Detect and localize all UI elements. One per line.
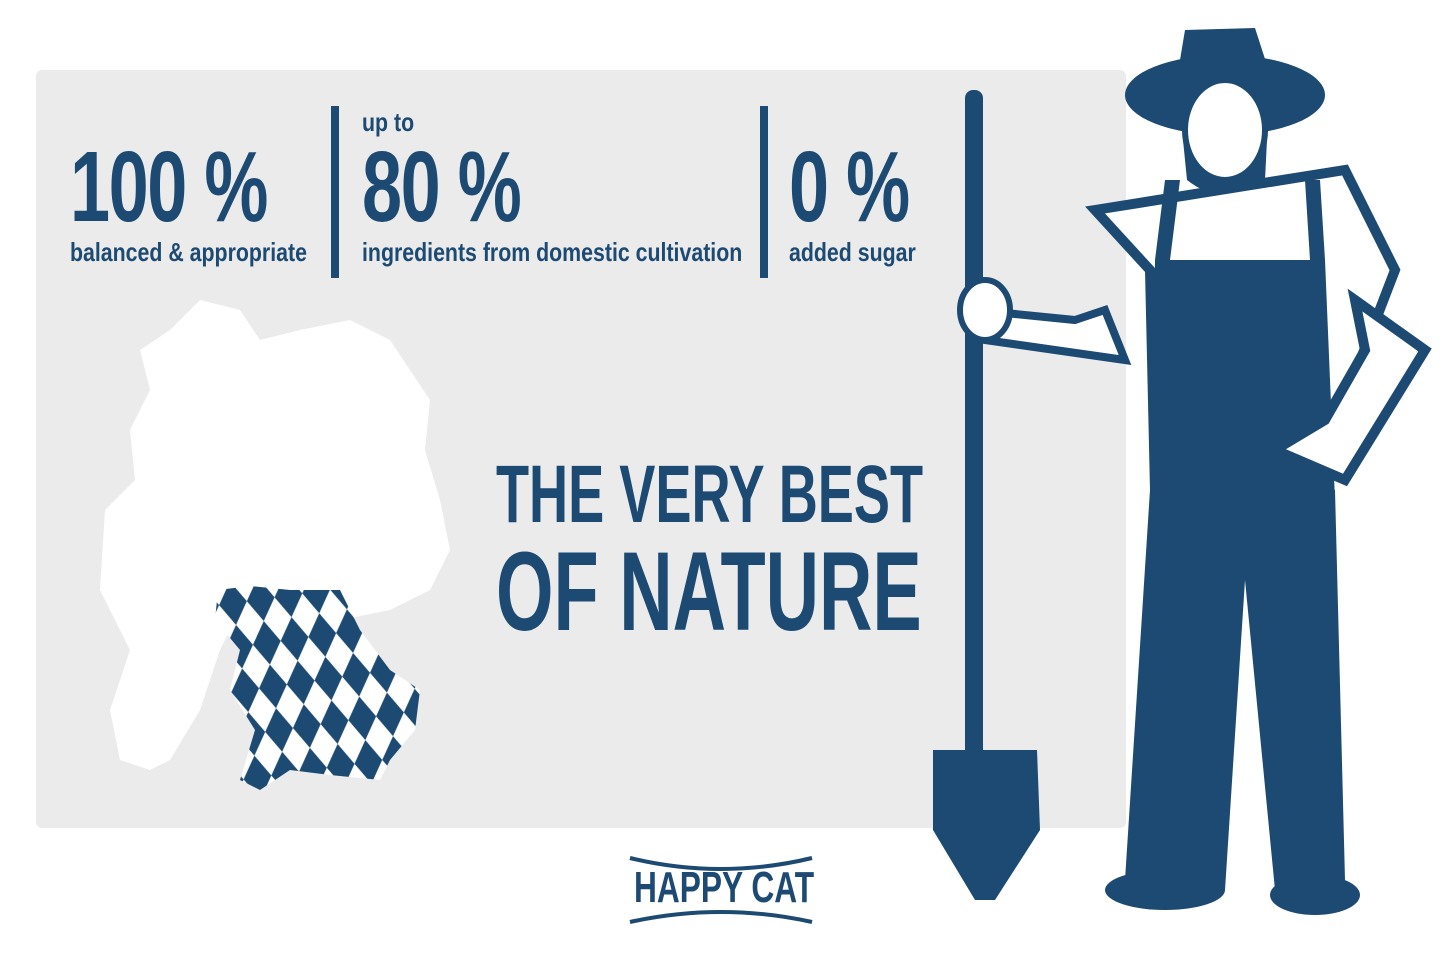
logo-swoosh-icon <box>629 856 813 924</box>
stat-caption: balanced & appropriate <box>70 237 307 267</box>
stat-caption: ingredients from domestic cultivation <box>362 237 743 267</box>
headline-line1: THE VERY BEST <box>496 449 924 540</box>
germany-map-with-bavaria-icon <box>100 300 450 790</box>
farmer-with-spade-icon <box>933 28 1432 915</box>
divider <box>760 106 768 278</box>
happy-cat-logo: HAPPY CAT <box>626 850 816 928</box>
stat-value: 80 % <box>362 131 522 243</box>
stat-value: 100 % <box>70 131 268 243</box>
headline-line2: OF NATURE <box>496 529 922 654</box>
stat-value: 0 % <box>789 131 910 243</box>
stat-prefix: up to <box>362 107 415 137</box>
stat-caption: added sugar <box>789 237 916 267</box>
divider <box>331 106 339 278</box>
logo-text: HAPPY CAT <box>634 863 815 912</box>
